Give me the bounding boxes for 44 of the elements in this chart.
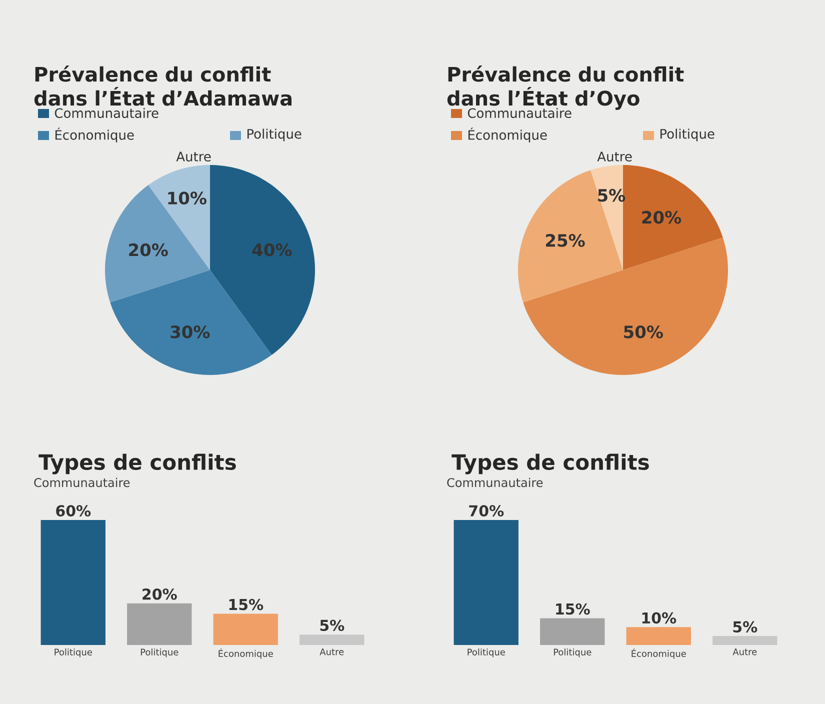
data-label: 20% (642, 210, 682, 224)
data-label: 40% (252, 243, 292, 256)
data-label: 60% (56, 505, 91, 516)
data-label: 25% (546, 234, 585, 247)
bar (712, 636, 778, 645)
bar (213, 614, 278, 645)
x-tick-label: Politique (54, 648, 92, 658)
chart-title: Prévalence du conflit dans l’État d’Adamawa (34, 66, 292, 106)
x-tick-label: Économique (632, 648, 686, 659)
legend-label: Politique (660, 128, 714, 142)
legend-label: Communautaire (54, 108, 158, 118)
legend-label: Politique (247, 128, 302, 142)
bar (40, 520, 106, 645)
data-label: 30% (170, 325, 210, 338)
x-tick-label: Autre (320, 648, 344, 656)
data-label: 5% (733, 621, 758, 633)
data-label: 15% (229, 598, 264, 610)
x-tick-label: Autre (732, 648, 757, 656)
text: Communautaire (34, 478, 130, 488)
data-label: 70% (469, 505, 504, 516)
bar (300, 634, 364, 645)
bar (127, 603, 192, 645)
chart-title: Types de conflits (452, 454, 649, 474)
bar (540, 618, 605, 645)
x-tick-label: Économique (218, 648, 273, 659)
bar (626, 627, 691, 645)
x-tick-label: Politique (140, 648, 178, 658)
slice-label: Autre (176, 152, 211, 162)
data-label: 10% (168, 192, 206, 205)
data-label: 50% (624, 325, 663, 338)
data-label: 20% (142, 588, 177, 600)
bar (454, 520, 518, 645)
data-label: 10% (642, 612, 676, 624)
legend-label: Économique (468, 128, 547, 142)
data-label: 20% (129, 243, 168, 256)
data-label: 5% (320, 620, 344, 632)
legend-label: Économique (55, 128, 134, 142)
text: Communautaire (447, 478, 543, 488)
legend-label: Communautaire (468, 108, 572, 118)
chart-title: Types de conflits (38, 454, 236, 474)
x-tick-label: Politique (554, 648, 592, 658)
slice-label: Autre (597, 152, 632, 162)
x-tick-label: Politique (468, 648, 505, 658)
data-label: 15% (556, 603, 590, 615)
